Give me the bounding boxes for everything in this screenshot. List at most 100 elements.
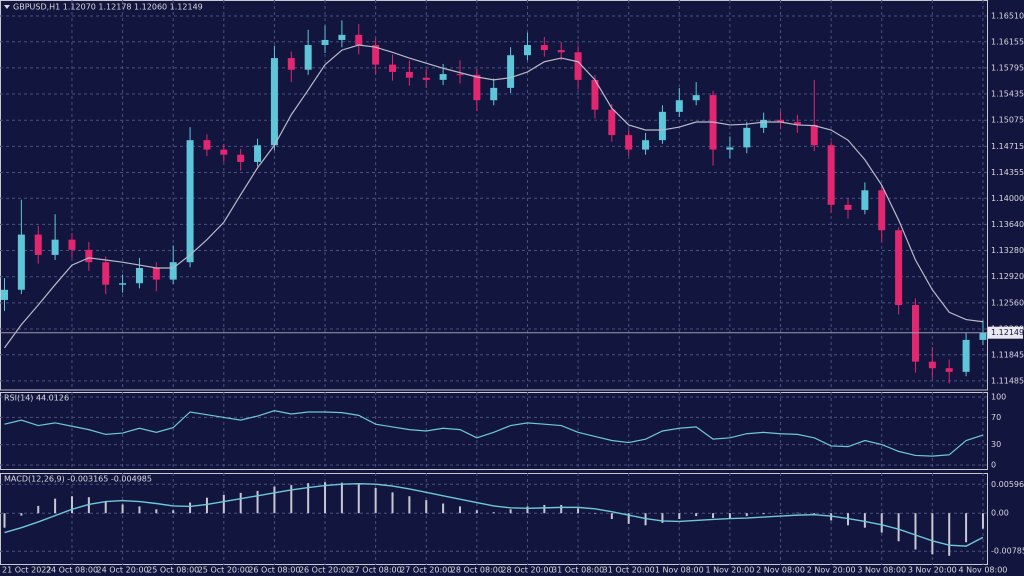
y-tick-label: -0.007853: [991, 547, 1024, 556]
macd-bar: [762, 513, 765, 515]
macd-bar: [37, 505, 40, 514]
x-tick-label: 2 Nov 20:00: [807, 566, 856, 575]
y-tick-label: 0: [991, 460, 996, 469]
candle-body: [743, 127, 751, 148]
macd-bar: [981, 513, 984, 529]
current-price-box: [988, 326, 1023, 339]
candle-body: [135, 267, 143, 284]
candle-body: [844, 204, 852, 210]
macd-bar: [138, 506, 141, 514]
current-price-label: 1.12149: [991, 328, 1024, 337]
y-tick-label: 1.15075: [991, 116, 1024, 125]
macd-bar: [796, 512, 799, 514]
menu-arrow[interactable]: [4, 5, 10, 9]
plot: [0, 20, 987, 556]
candle-body: [642, 140, 650, 150]
macd-bar: [54, 498, 57, 514]
macd-bar: [779, 513, 782, 514]
y-tick-label: 70: [991, 413, 1001, 422]
macd-panel-frame: [0, 473, 988, 565]
candle-body: [422, 77, 430, 80]
candle-body: [608, 109, 616, 136]
candle-body: [102, 262, 110, 285]
candle-body: [895, 230, 903, 306]
macd-bar: [273, 486, 276, 514]
macd-bar: [610, 513, 613, 519]
macd-bar: [931, 513, 934, 555]
y-tick-label: 1.15795: [991, 63, 1024, 72]
macd-bar: [340, 482, 343, 514]
candle-body: [372, 45, 380, 65]
y-tick-label: 1.12560: [991, 298, 1024, 307]
macd-bar: [695, 513, 698, 517]
candle-body: [119, 283, 127, 285]
candle-body: [439, 74, 447, 80]
y-tick-label: 1.15435: [991, 90, 1024, 99]
rsi-title: RSI(14) 44.0126: [4, 394, 69, 403]
x-tick-label: 1 Nov 20:00: [705, 566, 754, 575]
x-tick-label: 26 Oct 08:00: [248, 566, 300, 575]
macd-bar: [863, 513, 866, 528]
candle-body: [591, 79, 599, 110]
candle-body: [945, 368, 953, 372]
y-tick-label: 1.14355: [991, 168, 1024, 177]
macd-bar: [965, 513, 968, 543]
candle-body: [17, 234, 25, 290]
macd-title: MACD(12,26,9) -0.003165 -0.004985: [4, 475, 152, 484]
macd-bar: [678, 513, 681, 519]
macd-bar: [374, 488, 377, 514]
macd-bar: [3, 513, 6, 528]
candle-body: [827, 145, 835, 205]
candle-body: [810, 124, 818, 146]
y-tick-label: 1.14715: [991, 142, 1024, 151]
macd-bar: [813, 513, 816, 515]
macd-bar: [526, 506, 529, 514]
macd-bar: [256, 490, 259, 514]
x-tick-label: 25 Oct 08:00: [147, 566, 199, 575]
x-tick-label: 2 Nov 08:00: [756, 566, 805, 575]
y-tick-label: 0.005968: [991, 480, 1024, 489]
macd-bar: [391, 492, 394, 514]
macd-bar: [830, 513, 833, 521]
macd-bar: [543, 504, 546, 514]
candle-body: [270, 58, 278, 146]
candle-body: [304, 45, 312, 70]
candle-body: [574, 52, 582, 80]
candle-body: [169, 262, 177, 280]
candle-body: [220, 149, 228, 155]
macd-bar: [307, 483, 310, 514]
candle-body: [456, 74, 464, 76]
x-tick-label: 21 Oct 2022: [2, 566, 51, 575]
macd-bar: [324, 482, 327, 514]
macd-bar: [155, 509, 158, 514]
candle-body: [692, 95, 700, 101]
macd-bar: [70, 496, 73, 514]
macd-bar: [104, 501, 107, 514]
macd-bar: [914, 513, 917, 550]
macd-bar: [357, 484, 360, 514]
x-tick-label: 31 Oct 20:00: [603, 566, 655, 575]
macd-bar: [475, 510, 478, 514]
y-tick-label: 1.13640: [991, 220, 1024, 229]
y-tick-label: 1.16510: [991, 11, 1024, 20]
macd-bar: [509, 509, 512, 514]
candle-body: [237, 154, 245, 162]
x-tick-label: 3 Nov 20:00: [908, 566, 957, 575]
candle-body: [726, 147, 734, 150]
chart-title: GBPUSD,H1 1.12070 1.12178 1.12060 1.1214…: [13, 3, 203, 12]
candle-body: [861, 190, 869, 210]
candle-body: [878, 190, 886, 231]
macd-bar: [408, 496, 411, 514]
macd-bar: [577, 508, 580, 514]
candle-body: [777, 119, 785, 123]
macd-bar: [205, 497, 208, 514]
x-tick-label: 24 Oct 20:00: [97, 566, 149, 575]
macd-bar: [442, 503, 445, 514]
price-panel-frame: [0, 0, 988, 391]
macd-bar: [425, 500, 428, 514]
y-tick-label: 0.00: [991, 509, 1009, 518]
x-tick-label: 28 Oct 20:00: [501, 566, 553, 575]
rsi-line: [4, 409, 984, 457]
candle-body: [507, 55, 515, 88]
